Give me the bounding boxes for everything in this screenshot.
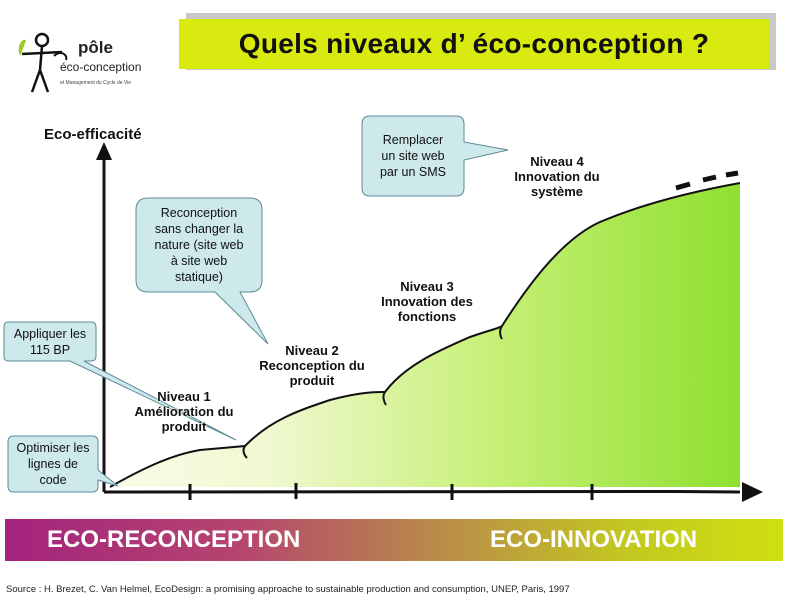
step-hook-2: [382, 391, 387, 406]
x-axis-ticks: [188, 483, 594, 500]
eco-efficiency-curve: [109, 182, 741, 488]
curve-dash-marks: [675, 170, 739, 191]
band-label-eco-reconception: ECO-RECONCEPTION: [47, 526, 301, 553]
x-axis-arrow-icon: [742, 482, 763, 502]
page-title: Quels niveaux d’ éco-conception ?: [238, 28, 710, 59]
step-hook-3: [499, 325, 503, 340]
x-axis: [103, 489, 741, 494]
callout-redesign: Reconception sans changer la nature (sit…: [154, 206, 244, 284]
logo-name: pôle: [78, 38, 113, 57]
callout-shape-optimise: [7, 435, 119, 493]
source-citation: Source : H. Brezet, C. Van Helmel, EcoDe…: [6, 584, 570, 595]
level-1-label: Niveau 1 Amélioration du produit: [134, 389, 234, 434]
logo-subtitle: et Management du Cycle de Vie: [60, 80, 132, 86]
band-label-eco-innovation: ECO-INNOVATION: [490, 526, 698, 553]
level-2-label: Niveau 2 Reconception du produit: [259, 343, 365, 388]
logo-name-secondary: éco-conception: [60, 60, 142, 74]
eco-efficiency-area: [110, 183, 740, 487]
title-bar: Quels niveaux d’ éco-conception ?: [179, 19, 769, 69]
level-4-label: Niveau 4 Innovation du système: [514, 154, 600, 199]
step-hook-1: [242, 445, 248, 459]
y-axis-label: Eco-efficacité: [44, 126, 142, 143]
callout-apply-bp: Appliquer les 115 BP: [13, 326, 87, 357]
callout-replace-site: Remplacer un site web par un SMS: [379, 133, 446, 179]
level-3-label: Niveau 3 Innovation des fonctions: [381, 279, 473, 324]
callout-shape-apply-bp: [3, 321, 237, 441]
callout-shape-replace-site: [361, 115, 509, 197]
y-axis-arrow-icon: [96, 142, 112, 160]
callout-bubbles: [3, 115, 509, 493]
callout-shape-redesign: [135, 197, 269, 345]
bottom-band: ECO-RECONCEPTION ECO-INNOVATION: [5, 519, 783, 561]
stick-figure-logo-icon: [18, 32, 68, 93]
callout-optimise-lines: Optimiser les lignes de code: [16, 441, 90, 487]
